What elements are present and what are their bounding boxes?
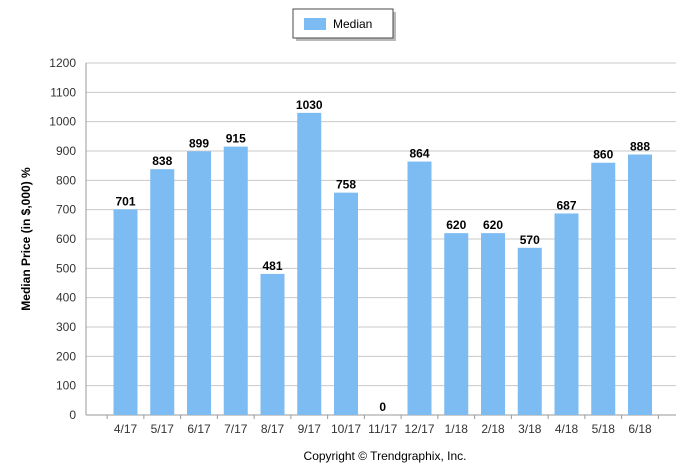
y-axis-ticks: 0 100 200 300 400 500 600 700 800 900 1000 1100 1200 bbox=[49, 56, 76, 422]
data-label: 620 bbox=[483, 218, 503, 232]
data-label: 860 bbox=[593, 148, 613, 162]
x-tick-label: 12/17 bbox=[404, 422, 434, 436]
data-label: 838 bbox=[152, 154, 172, 168]
data-label: 701 bbox=[115, 194, 135, 208]
x-tick-label: 5/17 bbox=[151, 422, 175, 436]
x-tick-label: 4/18 bbox=[555, 422, 579, 436]
x-tick-label: 6/17 bbox=[187, 422, 211, 436]
bar-7-17 bbox=[223, 146, 248, 415]
y-axis-label: Median Price (in $,000) % bbox=[19, 167, 33, 311]
bar-2-18 bbox=[481, 233, 505, 415]
data-label: 620 bbox=[446, 218, 466, 232]
y-tick-label: 900 bbox=[56, 144, 76, 158]
data-label: 864 bbox=[409, 147, 429, 161]
x-tick-label: 3/18 bbox=[518, 422, 542, 436]
legend-swatch bbox=[304, 18, 326, 30]
x-tick-label: 6/18 bbox=[628, 422, 652, 436]
bar-9-17 bbox=[297, 112, 322, 415]
x-axis-ticks: 4/17 5/17 6/17 7/17 8/17 9/17 10/17 11/17 12/17 1… bbox=[114, 422, 652, 436]
data-label: 915 bbox=[226, 132, 246, 146]
gridlines bbox=[86, 62, 676, 416]
x-tick-label: 9/17 bbox=[298, 422, 322, 436]
bars bbox=[113, 112, 652, 415]
bar-1-18 bbox=[444, 233, 469, 415]
y-tick-label: 300 bbox=[56, 320, 76, 334]
y-tick-label: 700 bbox=[56, 203, 76, 217]
data-labels: 701 838 899 915 481 1030 758 0 864 620 620 570 687 86… bbox=[115, 98, 650, 414]
data-label: 481 bbox=[262, 259, 282, 273]
bar-4-18 bbox=[554, 213, 579, 415]
y-tick-label: 800 bbox=[56, 173, 76, 187]
data-label: 899 bbox=[189, 136, 209, 150]
bar-5-18 bbox=[591, 162, 616, 415]
x-tick-label: 10/17 bbox=[331, 422, 361, 436]
x-tick-label: 11/17 bbox=[368, 422, 397, 436]
bar-6-17 bbox=[187, 151, 211, 415]
x-tick-label: 4/17 bbox=[114, 422, 138, 436]
y-tick-label: 1000 bbox=[49, 115, 76, 129]
bar-5-17 bbox=[150, 169, 175, 415]
x-tick-label: 5/18 bbox=[592, 422, 616, 436]
y-tick-label: 400 bbox=[56, 291, 76, 305]
y-tick-label: 100 bbox=[56, 379, 76, 393]
bar-8-17 bbox=[260, 273, 285, 415]
y-tick-label: 1200 bbox=[49, 56, 76, 70]
copyright-text: Copyright © Trendgraphix, Inc. bbox=[304, 449, 467, 463]
x-tick-label: 8/17 bbox=[261, 422, 285, 436]
data-label: 687 bbox=[556, 198, 576, 212]
y-tick-label: 0 bbox=[69, 408, 76, 422]
legend-label: Median bbox=[333, 17, 372, 31]
axes bbox=[85, 63, 676, 419]
legend: Median bbox=[292, 8, 396, 41]
y-tick-label: 500 bbox=[56, 261, 76, 275]
bar-4-17 bbox=[113, 209, 138, 415]
y-tick-label: 600 bbox=[56, 232, 76, 246]
bar-6-18 bbox=[628, 154, 652, 415]
bar-10-17 bbox=[334, 192, 358, 415]
bar-3-18 bbox=[517, 247, 542, 415]
data-label: 1030 bbox=[296, 98, 323, 112]
data-label: 0 bbox=[379, 400, 386, 414]
y-tick-label: 200 bbox=[56, 349, 76, 363]
x-tick-label: 1/18 bbox=[445, 422, 469, 436]
x-tick-label: 7/17 bbox=[224, 422, 248, 436]
x-tick-label: 2/18 bbox=[481, 422, 505, 436]
data-label: 570 bbox=[520, 233, 540, 247]
data-label: 888 bbox=[630, 140, 650, 154]
y-tick-label: 1100 bbox=[50, 85, 76, 99]
data-label: 758 bbox=[336, 178, 356, 192]
bar-12-17 bbox=[407, 161, 432, 415]
